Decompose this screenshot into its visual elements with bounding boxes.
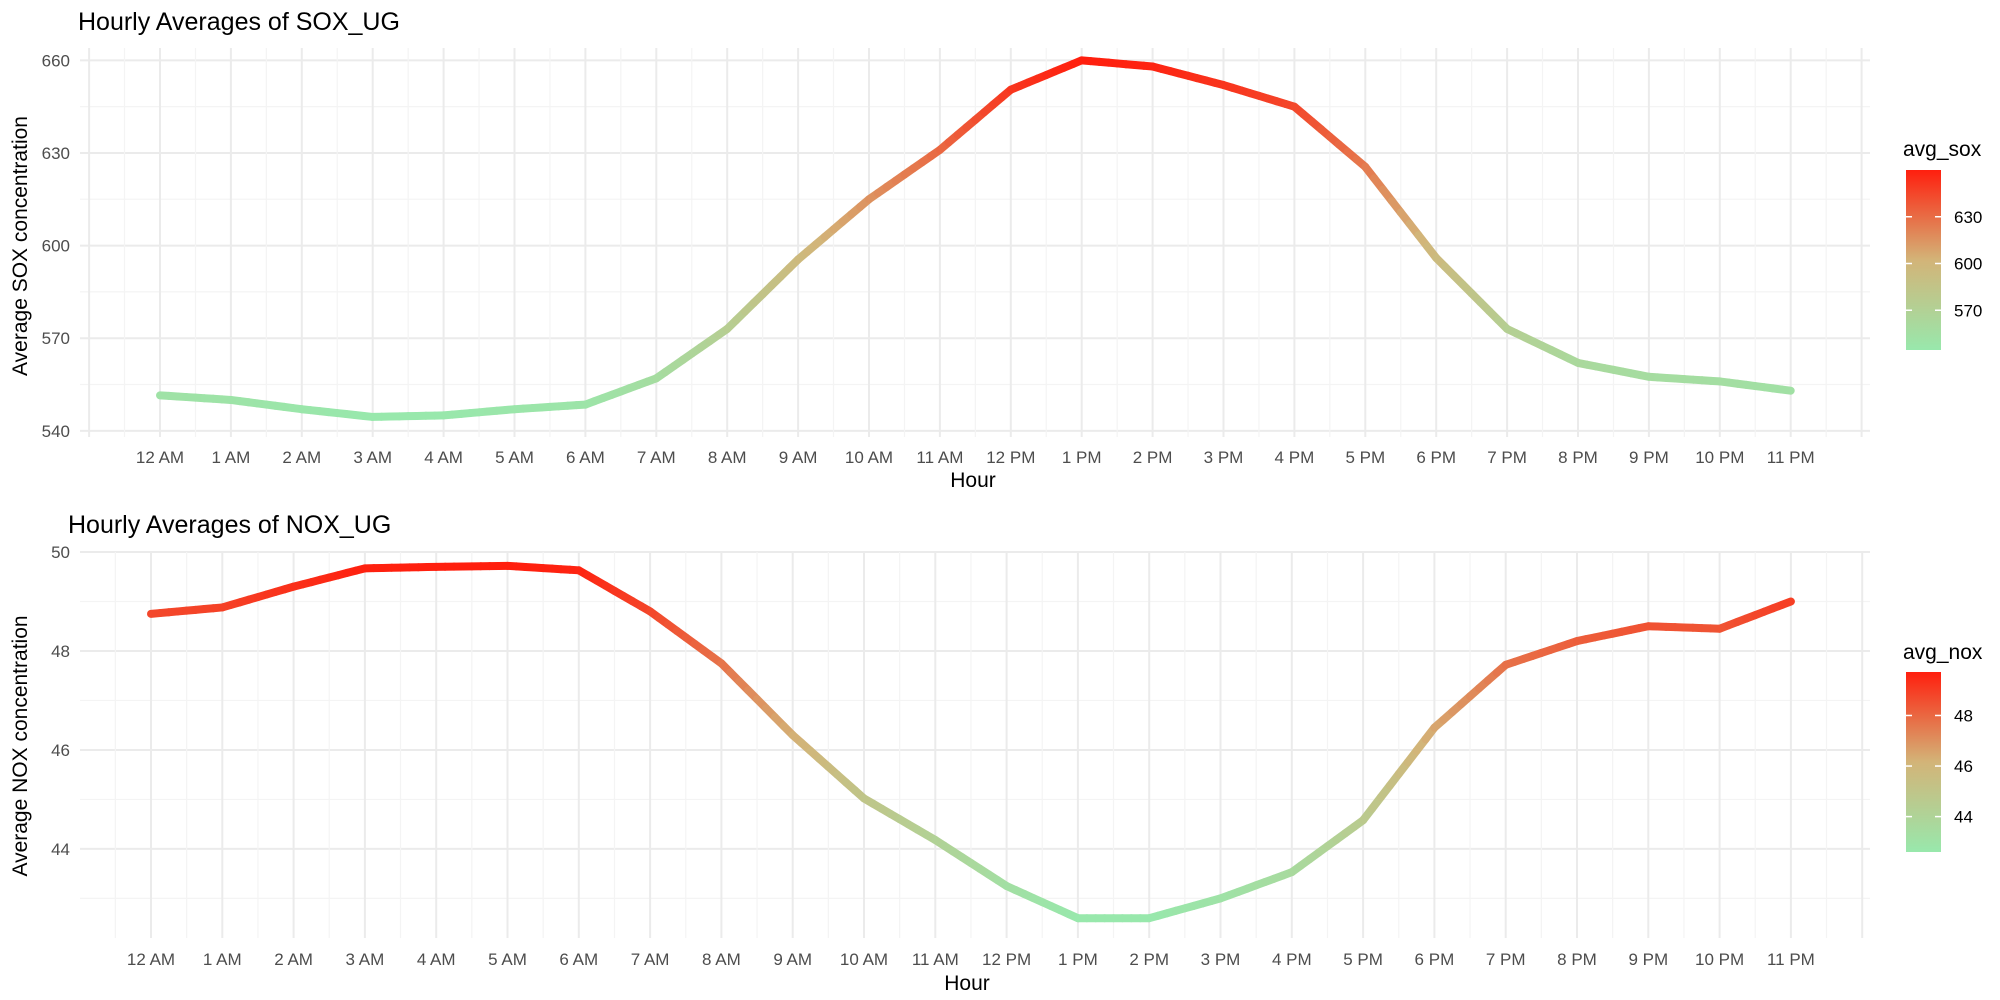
sox-x-tick-label: 4 AM bbox=[424, 448, 463, 467]
nox-x-tick-label: 2 PM bbox=[1129, 950, 1169, 969]
sox-y-tick-labels: 540 570 600 630 660 bbox=[42, 51, 70, 440]
nox-x-tick-label: 10 AM bbox=[840, 950, 888, 969]
sox-x-tick-label: 8 PM bbox=[1558, 448, 1598, 467]
sox-x-tick-label: 2 PM bbox=[1133, 448, 1173, 467]
nox-grid bbox=[80, 551, 1870, 938]
sox-legend-tick-label: 600 bbox=[1954, 255, 1982, 274]
nox-chart-title: Hourly Averages of NOX_UG bbox=[68, 511, 391, 539]
sox-legend-tick-label: 630 bbox=[1954, 208, 1982, 227]
nox-y-tick-labels: 44 46 48 50 bbox=[51, 543, 70, 859]
sox-y-tick-label: 630 bbox=[42, 144, 70, 163]
sox-x-tick-label: 1 AM bbox=[212, 448, 251, 467]
nox-legend-tick-label: 46 bbox=[1954, 757, 1973, 776]
nox-x-tick-label: 1 PM bbox=[1058, 950, 1098, 969]
nox-x-tick-label: 11 AM bbox=[912, 950, 959, 969]
sox-series-line bbox=[156, 56, 1795, 421]
nox-x-tick-label: 3 PM bbox=[1201, 950, 1241, 969]
sox-x-tick-label: 6 PM bbox=[1416, 448, 1456, 467]
sox-x-axis-title: Hour bbox=[950, 469, 996, 492]
nox-line-segment bbox=[1777, 597, 1795, 609]
nox-x-tick-label: 1 AM bbox=[203, 950, 242, 969]
nox-legend-ticks: 44 46 48 bbox=[1906, 706, 1973, 827]
nox-y-axis-title: Average NOX concentration bbox=[9, 615, 32, 876]
sox-x-tick-label: 12 PM bbox=[986, 448, 1035, 467]
sox-x-tick-label: 9 AM bbox=[779, 448, 818, 467]
sox-x-tick-label: 11 AM bbox=[916, 448, 963, 467]
sox-x-tick-label: 4 PM bbox=[1275, 448, 1315, 467]
sox-x-tick-label: 3 AM bbox=[353, 448, 392, 467]
nox-y-tick-label: 50 bbox=[51, 543, 70, 562]
sox-chart-title: Hourly Averages of SOX_UG bbox=[78, 8, 400, 36]
nox-x-tick-label: 9 PM bbox=[1628, 950, 1668, 969]
sox-legend: avg_sox 570 600 630 bbox=[1903, 138, 1982, 350]
nox-x-tick-label: 4 AM bbox=[417, 950, 456, 969]
sox-grid bbox=[80, 48, 1870, 437]
sox-y-tick-label: 660 bbox=[42, 51, 70, 70]
sox-y-axis-title: Average SOX concentration bbox=[9, 116, 32, 376]
sox-x-tick-label: 11 PM bbox=[1767, 448, 1815, 467]
nox-x-tick-label: 11 PM bbox=[1767, 950, 1815, 969]
sox-line-segment bbox=[1777, 385, 1795, 395]
nox-legend: avg_nox 44 46 48 bbox=[1903, 641, 1983, 852]
nox-x-tick-label: 8 PM bbox=[1557, 950, 1597, 969]
nox-chart-panel: Hourly Averages of NOX_UG 44 46 48 50 12 AM… bbox=[9, 511, 1983, 995]
sox-y-tick-label: 540 bbox=[42, 422, 70, 441]
sox-chart-panel: Hourly Averages of SOX_UG 540 570 600 630 66… bbox=[9, 8, 1982, 492]
sox-x-tick-label: 9 PM bbox=[1629, 448, 1669, 467]
sox-x-tick-label: 5 AM bbox=[495, 448, 534, 467]
nox-x-tick-label: 3 AM bbox=[346, 950, 385, 969]
sox-x-tick-label: 6 AM bbox=[566, 448, 605, 467]
nox-x-axis-title: Hour bbox=[944, 972, 990, 995]
sox-legend-ticks: 570 600 630 bbox=[1906, 208, 1982, 320]
nox-x-tick-label: 7 AM bbox=[631, 950, 670, 969]
sox-x-tick-label: 7 PM bbox=[1487, 448, 1527, 467]
nox-x-tick-label: 4 PM bbox=[1272, 950, 1312, 969]
nox-x-tick-label: 6 PM bbox=[1415, 950, 1455, 969]
nox-legend-colorbar bbox=[1906, 672, 1941, 852]
sox-y-tick-label: 570 bbox=[42, 329, 70, 348]
nox-x-tick-label: 10 PM bbox=[1695, 950, 1744, 969]
sox-x-tick-labels: 12 AM 1 AM 2 AM 3 AM 4 AM 5 AM 6 AM 7 AM 8 AM 9 A… bbox=[136, 448, 1815, 467]
sox-x-tick-label: 1 PM bbox=[1062, 448, 1102, 467]
sox-legend-title: avg_sox bbox=[1903, 138, 1982, 161]
sox-x-tick-label: 7 AM bbox=[637, 448, 676, 467]
sox-x-tick-label: 3 PM bbox=[1204, 448, 1244, 467]
nox-x-tick-label: 5 PM bbox=[1343, 950, 1383, 969]
nox-legend-tick-label: 48 bbox=[1954, 706, 1973, 725]
nox-series-line bbox=[147, 561, 1795, 923]
nox-y-tick-label: 44 bbox=[51, 840, 70, 859]
sox-x-tick-label: 2 AM bbox=[282, 448, 321, 467]
sox-legend-colorbar bbox=[1906, 170, 1941, 350]
nox-x-tick-label: 9 AM bbox=[773, 950, 812, 969]
sox-legend-tick-label: 570 bbox=[1954, 301, 1982, 320]
sox-x-tick-label: 10 PM bbox=[1695, 448, 1744, 467]
sox-x-tick-label: 12 AM bbox=[136, 448, 184, 467]
nox-x-tick-label: 8 AM bbox=[702, 950, 741, 969]
nox-legend-tick-label: 44 bbox=[1954, 808, 1973, 827]
sox-x-tick-label: 10 AM bbox=[845, 448, 893, 467]
nox-x-tick-label: 12 AM bbox=[127, 950, 175, 969]
nox-legend-title: avg_nox bbox=[1903, 641, 1983, 664]
nox-x-tick-label: 6 AM bbox=[559, 950, 598, 969]
nox-x-tick-label: 7 PM bbox=[1486, 950, 1526, 969]
nox-x-tick-labels: 12 AM 1 AM 2 AM 3 AM 4 AM 5 AM 6 AM 7 AM 8 AM 9 A… bbox=[127, 950, 1815, 969]
nox-y-tick-label: 48 bbox=[51, 642, 70, 661]
sox-y-tick-label: 600 bbox=[42, 237, 70, 256]
sox-x-tick-label: 5 PM bbox=[1345, 448, 1385, 467]
nox-x-tick-label: 2 AM bbox=[274, 950, 313, 969]
nox-x-tick-label: 5 AM bbox=[488, 950, 527, 969]
sox-x-tick-label: 8 AM bbox=[708, 448, 747, 467]
nox-y-tick-label: 46 bbox=[51, 741, 70, 760]
nox-x-tick-label: 12 PM bbox=[982, 950, 1031, 969]
